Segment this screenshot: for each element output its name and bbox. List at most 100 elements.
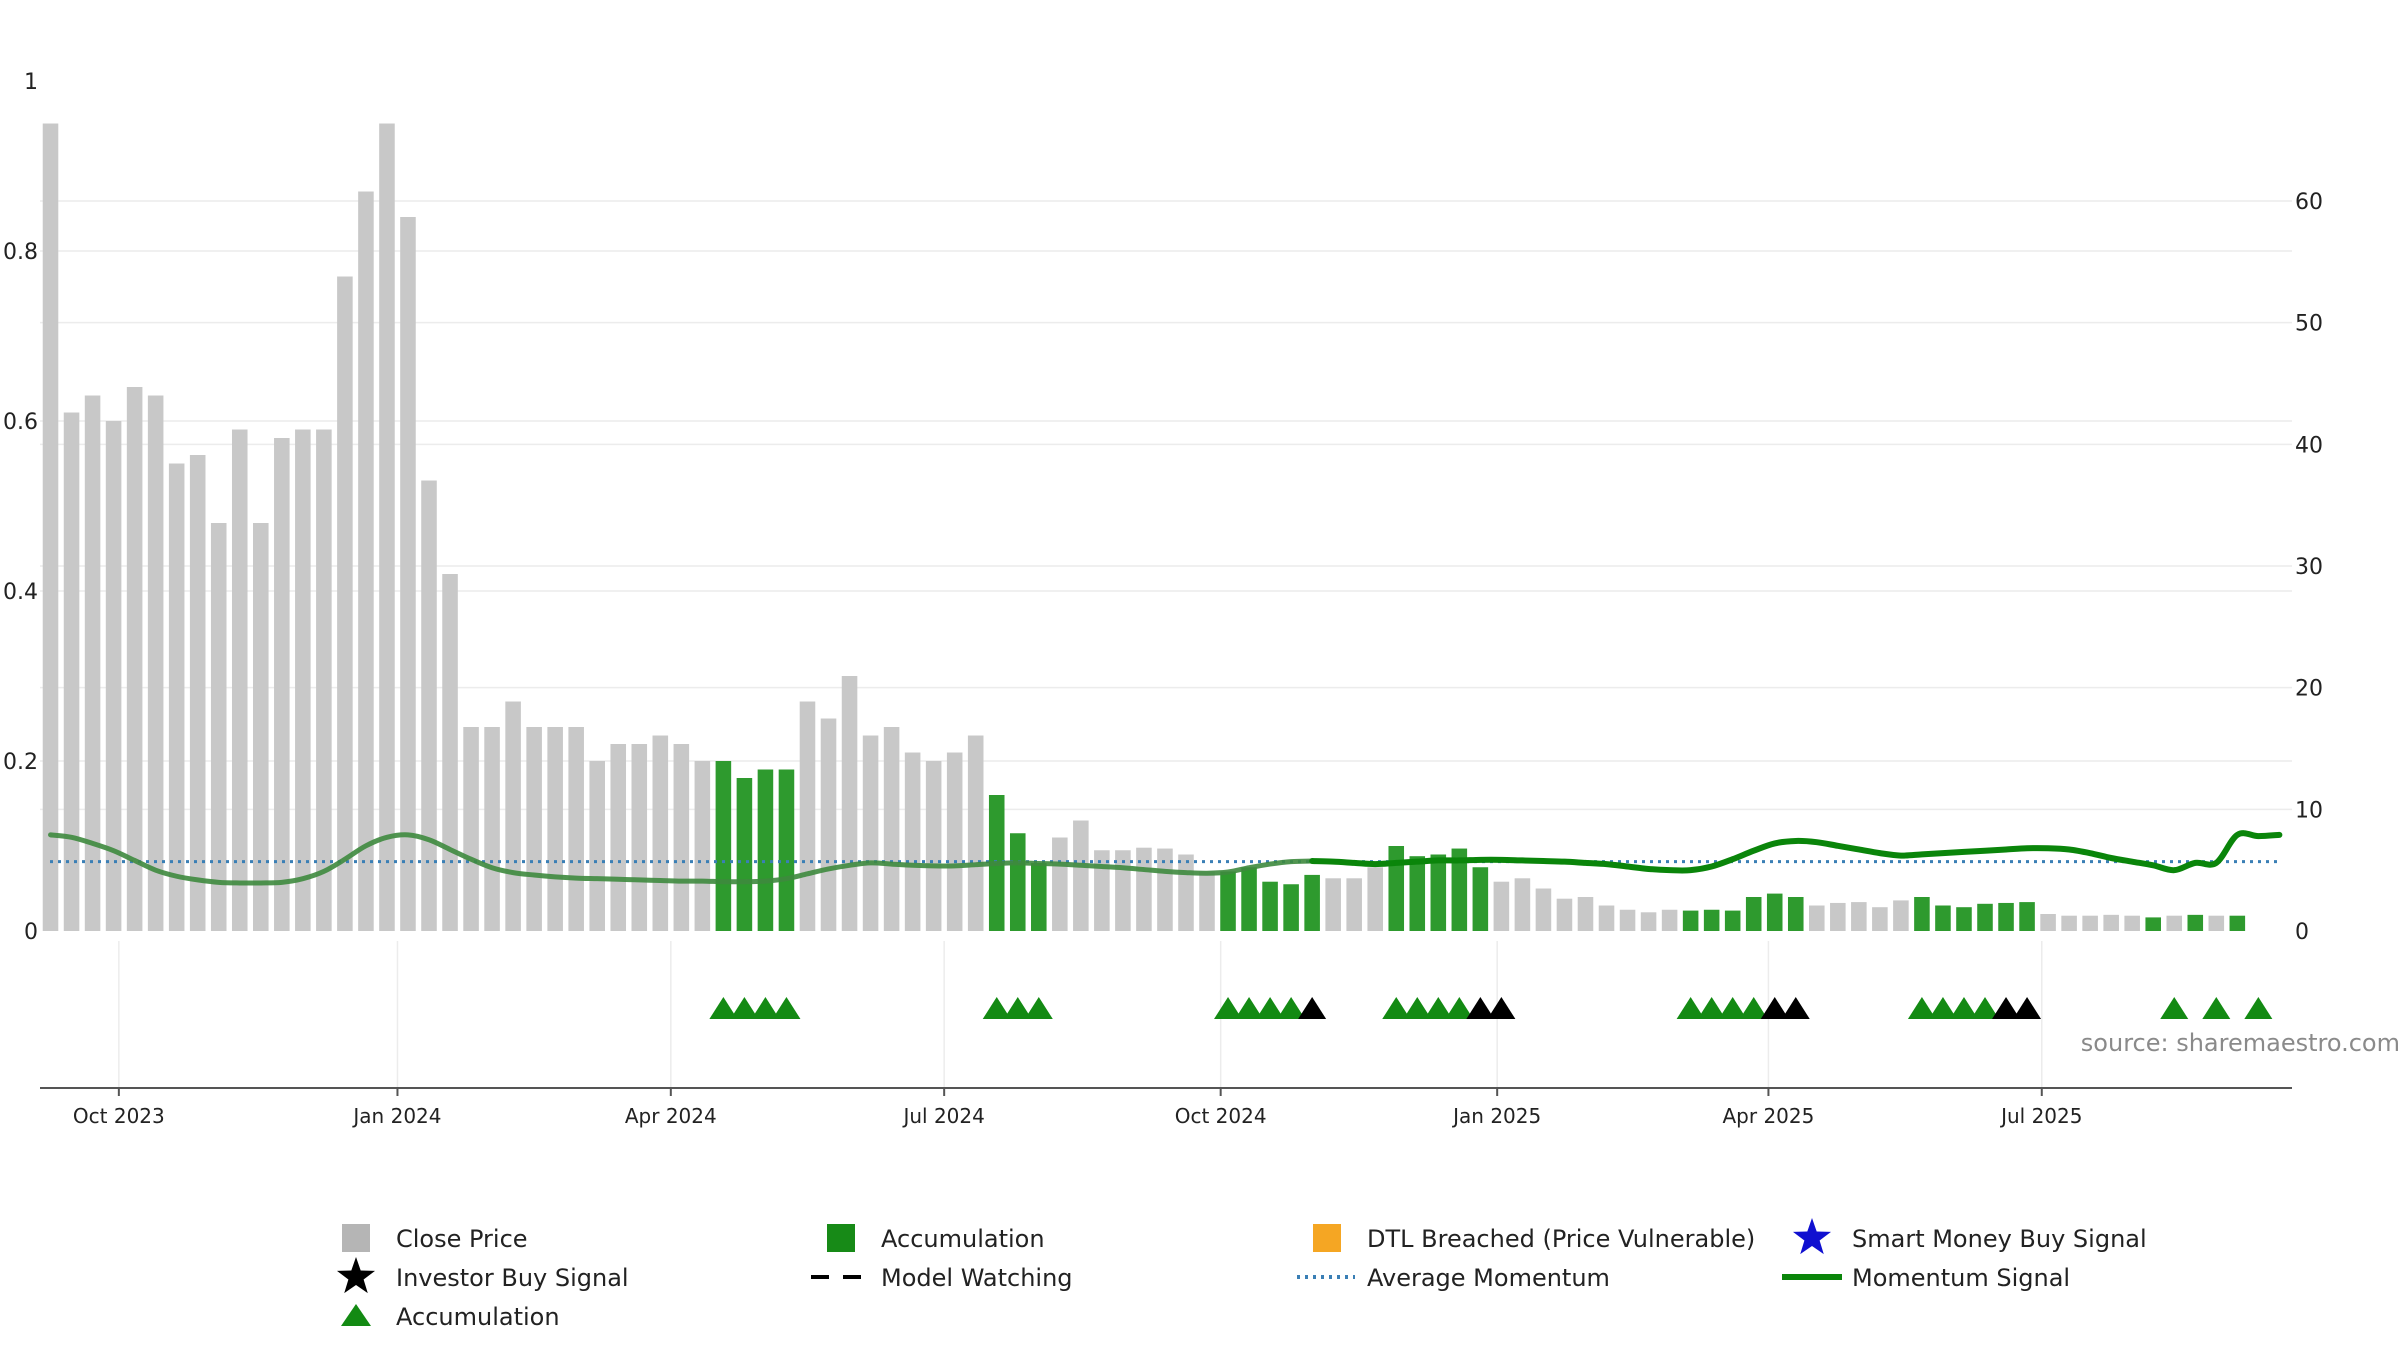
investor-buy-marker [1781, 997, 1810, 1019]
legend-label-momentum-signal: Momentum Signal [1852, 1264, 2070, 1292]
accumulation-bar [1682, 910, 1699, 931]
accumulation-marker [2160, 997, 2189, 1019]
close-price-bar [1199, 871, 1215, 931]
x-tick-label: Jul 2024 [901, 1104, 984, 1128]
legend-label-dtl-breached: DTL Breached (Price Vulnerable) [1367, 1225, 1755, 1253]
accumulation-marker [1971, 997, 2000, 1019]
close-price-bar [1052, 837, 1068, 931]
close-price-bar [694, 761, 711, 931]
x-tick-label: Jan 2025 [1451, 1104, 1541, 1128]
close-price-bar [2040, 914, 2056, 931]
close-price-bar [1577, 897, 1594, 931]
accumulation-bar [1977, 903, 1993, 931]
investor-buy-marker [1760, 997, 1789, 1019]
close-price-bar [358, 191, 374, 931]
close-price-bar [652, 735, 669, 931]
accumulation-marker [1928, 997, 1957, 1019]
close-price-bar [1619, 909, 1636, 931]
accumulation-bar [736, 778, 753, 931]
accumulation-bar [715, 761, 732, 931]
right-tick-label: 30 [2295, 555, 2323, 580]
x-tick-label: Jul 2025 [1999, 1104, 2082, 1128]
accumulation-marker [1445, 997, 1474, 1019]
accumulation-marker [751, 997, 780, 1019]
close-price-bar [1094, 850, 1110, 931]
investor-buy-marker [1992, 997, 2021, 1019]
close-price-bar [1325, 878, 1341, 931]
close-price-bar [84, 395, 101, 931]
legend-symbol-dtl-breached [1313, 1224, 1341, 1252]
close-price-bar [231, 429, 248, 931]
investor-buy-marker [1487, 997, 1516, 1019]
close-price-bar [126, 387, 143, 931]
close-price-bar [484, 727, 500, 931]
close-price-bar [1830, 902, 1846, 931]
close-price-bar [1640, 912, 1657, 931]
accumulation-bar [1241, 867, 1257, 931]
accumulation-bar [1787, 897, 1804, 931]
grid-layer [40, 200, 2292, 1088]
accumulation-bar [2145, 917, 2161, 931]
close-price-bar [1556, 898, 1573, 931]
close-price-bar [1851, 902, 1867, 931]
accumulation-marker [709, 997, 738, 1019]
close-price-bar [2166, 915, 2183, 931]
accumulation-marker [1949, 997, 1978, 1019]
close-price-bar [295, 429, 311, 931]
close-price-bar [589, 761, 605, 931]
close-price-bar [967, 735, 984, 931]
close-price-bar [105, 421, 122, 931]
close-price-bar [1178, 854, 1194, 931]
accumulation-bar [1262, 881, 1278, 931]
price-bars [42, 123, 2246, 931]
accumulation-bar [757, 769, 774, 931]
close-price-bar [2061, 915, 2077, 931]
momentum-lines [48, 830, 2283, 886]
accumulation-marker [1382, 997, 1411, 1019]
accumulation-marker [1697, 997, 1726, 1019]
accumulation-marker [1718, 997, 1747, 1019]
close-price-bar [1514, 878, 1531, 931]
close-price-bar [2208, 915, 2225, 931]
legend-symbol-smart-money [1792, 1218, 1832, 1255]
accumulation-bar [1451, 848, 1468, 931]
left-tick-label: 1 [24, 70, 38, 95]
accumulation-bar [1388, 846, 1405, 931]
close-price-bar [946, 752, 963, 931]
left-tick-label: 0.8 [3, 240, 38, 265]
close-price-bar [1346, 878, 1362, 931]
accumulation-marker [1003, 997, 1032, 1019]
right-tick-label: 60 [2295, 190, 2323, 215]
close-price-bar [610, 744, 627, 931]
close-price-bar [2082, 915, 2098, 931]
accumulation-bar [1472, 867, 1489, 931]
left-tick-label: 0 [24, 920, 38, 945]
close-price-bar [1535, 888, 1552, 931]
accumulation-bar [2019, 902, 2035, 931]
accumulation-marker [1024, 997, 1053, 1019]
right-tick-label: 10 [2295, 798, 2323, 823]
close-price-bar [904, 752, 921, 931]
close-price-bar [526, 727, 542, 931]
accumulation-marker [1403, 997, 1432, 1019]
close-price-bar [505, 701, 521, 931]
accumulation-bar [1283, 884, 1299, 931]
close-price-bar [1893, 900, 1909, 931]
close-price-bar [316, 429, 332, 931]
axes: Oct 2023 Jan 2024 Apr 2024 Jul 2024 Oct 2024… [3, 70, 2323, 1128]
investor-buy-marker [1298, 997, 1327, 1019]
right-tick-label: 0 [2295, 920, 2309, 945]
close-price-bar [862, 735, 879, 931]
legend-label-smart-money: Smart Money Buy Signal [1852, 1225, 2147, 1253]
accumulation-bar [1009, 833, 1026, 931]
close-price-bar [210, 523, 227, 931]
close-price-bar [421, 480, 437, 931]
legend-label-model-watching: Model Watching [881, 1264, 1073, 1292]
close-price-bar [820, 718, 837, 931]
close-price-bar [631, 744, 648, 931]
accumulation-marker [1277, 997, 1306, 1019]
accumulation-marker [982, 997, 1011, 1019]
right-tick-label: 20 [2295, 677, 2323, 702]
accumulation-marker [1676, 997, 1705, 1019]
